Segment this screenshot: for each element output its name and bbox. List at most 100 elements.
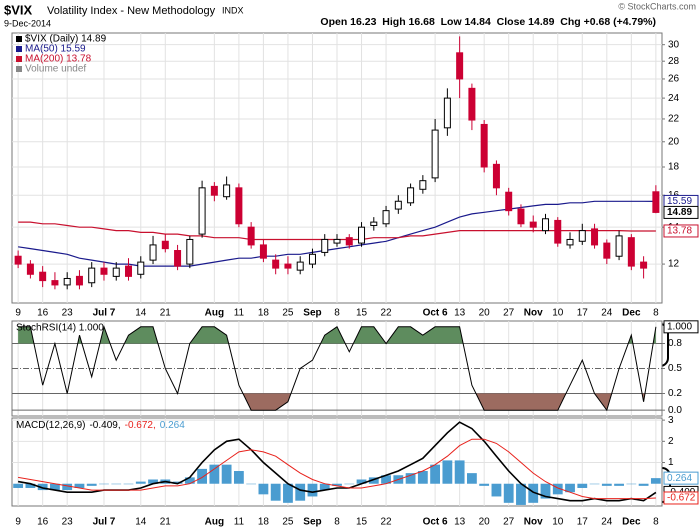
value-tag-label: 13.78 <box>667 226 692 237</box>
moving-average-line <box>18 200 656 267</box>
value-tag-label: 15.59 <box>667 196 692 207</box>
x-tick-label: 20 <box>479 308 491 319</box>
value-tag-label: 0.264 <box>667 473 692 484</box>
legend-label: Volume undef <box>25 64 86 75</box>
candle-body <box>370 221 378 226</box>
candle-body <box>125 265 133 277</box>
x-tick-label: 13 <box>454 308 466 319</box>
x-tick-label: Jul 7 <box>93 517 116 528</box>
candle-body <box>394 200 402 210</box>
histogram-bar <box>479 483 490 486</box>
candle-body <box>26 263 34 275</box>
histogram-bar <box>37 483 48 491</box>
x-tick-label: 25 <box>282 517 294 528</box>
x-tick-label: 22 <box>380 517 392 528</box>
x-tick-label: 14 <box>135 517 147 528</box>
histogram-bar <box>123 483 134 485</box>
candle-body <box>640 261 648 269</box>
candle-body <box>517 208 525 225</box>
candle-body <box>505 191 513 212</box>
x-tick-label: Aug <box>205 308 224 319</box>
legend-label: -0.409, <box>89 420 120 431</box>
candle-body <box>223 184 231 198</box>
x-tick-label: Jul 7 <box>93 308 116 319</box>
x-tick-label: 20 <box>479 517 491 528</box>
candle-body <box>627 237 635 267</box>
date: 9-Dec-2014 <box>4 18 51 28</box>
indicator-title: MACD(12,26,9) -0.409, -0.672, 0.264 <box>16 420 185 431</box>
x-tick-label: 11 <box>234 308 245 319</box>
x-tick-label: 8 <box>334 308 340 319</box>
histogram-bar <box>454 460 465 484</box>
candle-body <box>137 261 145 275</box>
candle-body <box>480 123 488 168</box>
x-tick-label: 16 <box>37 308 49 319</box>
candle-body <box>566 238 574 246</box>
x-tick-label: 10 <box>552 308 564 319</box>
candle-body <box>382 210 390 225</box>
y-tick-label: 0.8 <box>668 338 682 349</box>
candle-body <box>358 226 366 244</box>
y-tick-label: 26 <box>668 74 680 85</box>
value-tag <box>663 471 699 485</box>
candle-body <box>284 263 292 269</box>
histogram-bar <box>516 483 526 505</box>
histogram-bar <box>13 483 24 488</box>
x-tick-label: Dec <box>622 308 641 319</box>
histogram-bar <box>209 464 220 484</box>
value-tag-label: 14.89 <box>667 207 692 218</box>
candle-body <box>443 97 451 129</box>
y-tick-label: 0.2 <box>668 388 682 399</box>
overbought-fill <box>18 326 656 344</box>
x-tick-label: 23 <box>62 517 74 528</box>
candle-body <box>63 277 71 286</box>
candle-body <box>591 228 599 246</box>
candle-body <box>468 87 476 121</box>
histogram-bar <box>381 475 391 484</box>
indicator-title: StochRSI(14) 1.000 <box>16 323 104 334</box>
y-tick-label: 2 <box>668 436 674 447</box>
candle-body <box>39 271 47 282</box>
candle-body <box>259 244 267 259</box>
value-tag <box>663 224 699 238</box>
histogram-bar <box>148 479 158 484</box>
histogram-bar <box>405 473 416 484</box>
candle-body <box>407 187 415 204</box>
quote: Open 16.23 High 16.68 Low 14.84 Close 14… <box>320 16 656 28</box>
histogram-bar <box>172 481 183 484</box>
candle-body <box>51 280 59 286</box>
candle-body <box>186 238 194 265</box>
x-tick-label: Nov <box>524 517 543 528</box>
histogram-bar <box>221 464 232 484</box>
x-tick-label: 21 <box>160 517 172 528</box>
candle-body <box>174 250 182 267</box>
candle-body <box>554 219 562 244</box>
x-tick-label: Aug <box>205 517 224 528</box>
legend-swatch <box>16 66 22 72</box>
candle-body <box>112 267 120 277</box>
y-tick-label: 3 <box>668 415 674 426</box>
histogram-bar <box>50 483 60 491</box>
legend-label: -0.672, <box>125 420 156 431</box>
candle-body <box>88 267 96 284</box>
x-tick-label: 17 <box>577 517 589 528</box>
candle-body <box>333 238 341 244</box>
histogram-bar <box>601 483 612 486</box>
value-tag <box>663 491 699 505</box>
histogram-bar <box>344 483 355 485</box>
y-tick-label: 22 <box>668 114 680 125</box>
x-tick-label: 18 <box>258 517 270 528</box>
histogram-bar <box>111 483 122 485</box>
y-tick-label: 24 <box>668 93 680 104</box>
x-tick-label: 9 <box>15 308 21 319</box>
candle-body <box>149 244 157 261</box>
candle-body <box>247 226 255 246</box>
stoch-rsi-line <box>18 325 657 412</box>
y-tick-label: 1 <box>668 457 674 468</box>
x-tick-label: Sep <box>303 517 321 528</box>
candle-body <box>100 267 108 275</box>
y-tick-label: 0.5 <box>668 363 682 374</box>
histogram-bar <box>491 483 502 497</box>
candle-body <box>75 275 83 286</box>
